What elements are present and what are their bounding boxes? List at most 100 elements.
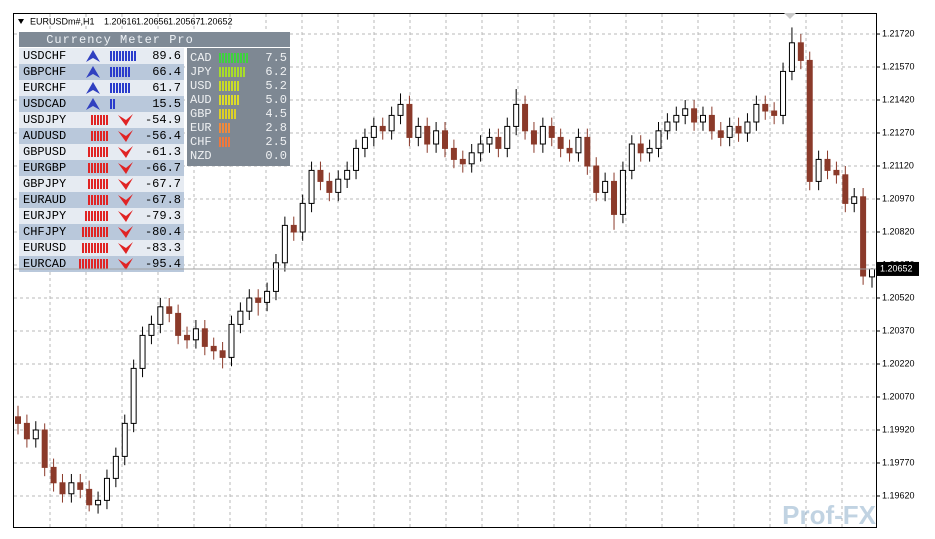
y-tick-label: 1.19620 [882,490,915,500]
candle-body [530,130,537,145]
candle-body [673,114,680,123]
strength-bar [85,259,87,269]
strength-bar [119,51,121,61]
strength-bar [128,83,130,93]
candle-body [361,136,368,149]
candle-body [744,121,751,134]
strength-bar [88,243,90,253]
strength-bar [97,243,99,253]
pair-value: -66.7 [145,161,181,175]
arrow-down [118,194,133,206]
strength-bar [231,67,233,77]
strength-bar [231,109,233,119]
candle-body [210,345,217,352]
strength-bar [103,147,105,157]
candle-body [41,429,48,468]
arrow-up [86,82,100,94]
strength-bar [234,53,236,63]
y-tick-label: 1.21420 [882,94,915,104]
strength-value: 0.0 [265,149,287,163]
candle-body [335,178,342,193]
strength-bar [82,243,84,253]
pair-value: 66.4 [152,65,181,79]
strength-bar [91,227,93,237]
strength-bar [222,95,224,105]
strength-bar [103,227,105,237]
strength-bar [134,51,136,61]
candle-body [15,416,21,424]
strength-bar [82,227,84,237]
candle-body [522,103,529,132]
meter-header [19,32,290,47]
strength-bar [228,137,230,147]
pair-value: -61.3 [145,145,181,159]
strength-bar [222,123,224,133]
strength-bar [113,51,115,61]
strength-bar [128,67,130,77]
strength-bar [219,123,221,133]
candle-body [459,158,466,165]
strength-bar [88,227,90,237]
strength-bar [225,95,227,105]
candle-body [433,130,440,145]
candle-body [50,466,57,484]
strength-bar [91,147,93,157]
arrow-up [86,66,100,78]
candle-body [771,110,778,116]
ohlc-value: 1.20567 [168,16,201,26]
arrow-down [118,146,133,158]
candle-body [637,143,644,154]
strength-bar [94,211,96,221]
candle-body [344,169,351,180]
candle-body [370,125,377,138]
strength-bar [222,67,224,77]
strength-bar [97,211,99,221]
candle-body [584,136,591,167]
currency: EUR [190,121,212,135]
arrow-down [118,178,133,190]
strength-bar [225,109,227,119]
strength-bar [88,147,90,157]
candle-body [308,169,315,204]
candle-body [495,136,502,149]
strength-bar [110,99,112,109]
strength-bar [113,83,115,93]
strength-bar [94,115,96,125]
candle-body [317,169,324,182]
symbol: EURUSDm#,H1 [30,16,95,26]
strength-bar [94,195,96,205]
strength-bar [106,243,108,253]
strength-bar [97,195,99,205]
strength-bar [243,67,245,77]
pair-name: GBPCHF [23,65,66,79]
strength-bar [125,51,127,61]
strength-bar [94,179,96,189]
candle-body [121,422,128,457]
candle-body [628,143,635,171]
strength-bar [122,51,124,61]
strength-bar [88,259,90,269]
menu-triangle[interactable] [18,19,24,24]
strength-bar [103,131,105,141]
arrow-down [118,210,133,222]
pair-name: EURCHF [23,81,66,95]
strength-bar [234,81,236,91]
strength-bar [219,109,221,119]
candle-body [442,130,448,149]
candle-body [192,328,199,341]
candle-body [148,323,155,336]
candle-body [717,130,724,138]
candle-body [486,136,493,145]
strength-bar [128,51,130,61]
strength-bar [125,83,127,93]
pair-value: 89.6 [152,49,181,63]
candle-body [290,224,297,233]
y-tick-label: 1.19920 [882,424,915,434]
candle-body [753,103,760,123]
strength-bar [110,67,112,77]
pair-row [19,64,184,80]
strength-bar [113,67,115,77]
currency: AUD [190,93,212,107]
candle-body [504,125,511,149]
strength-bar [94,259,96,269]
